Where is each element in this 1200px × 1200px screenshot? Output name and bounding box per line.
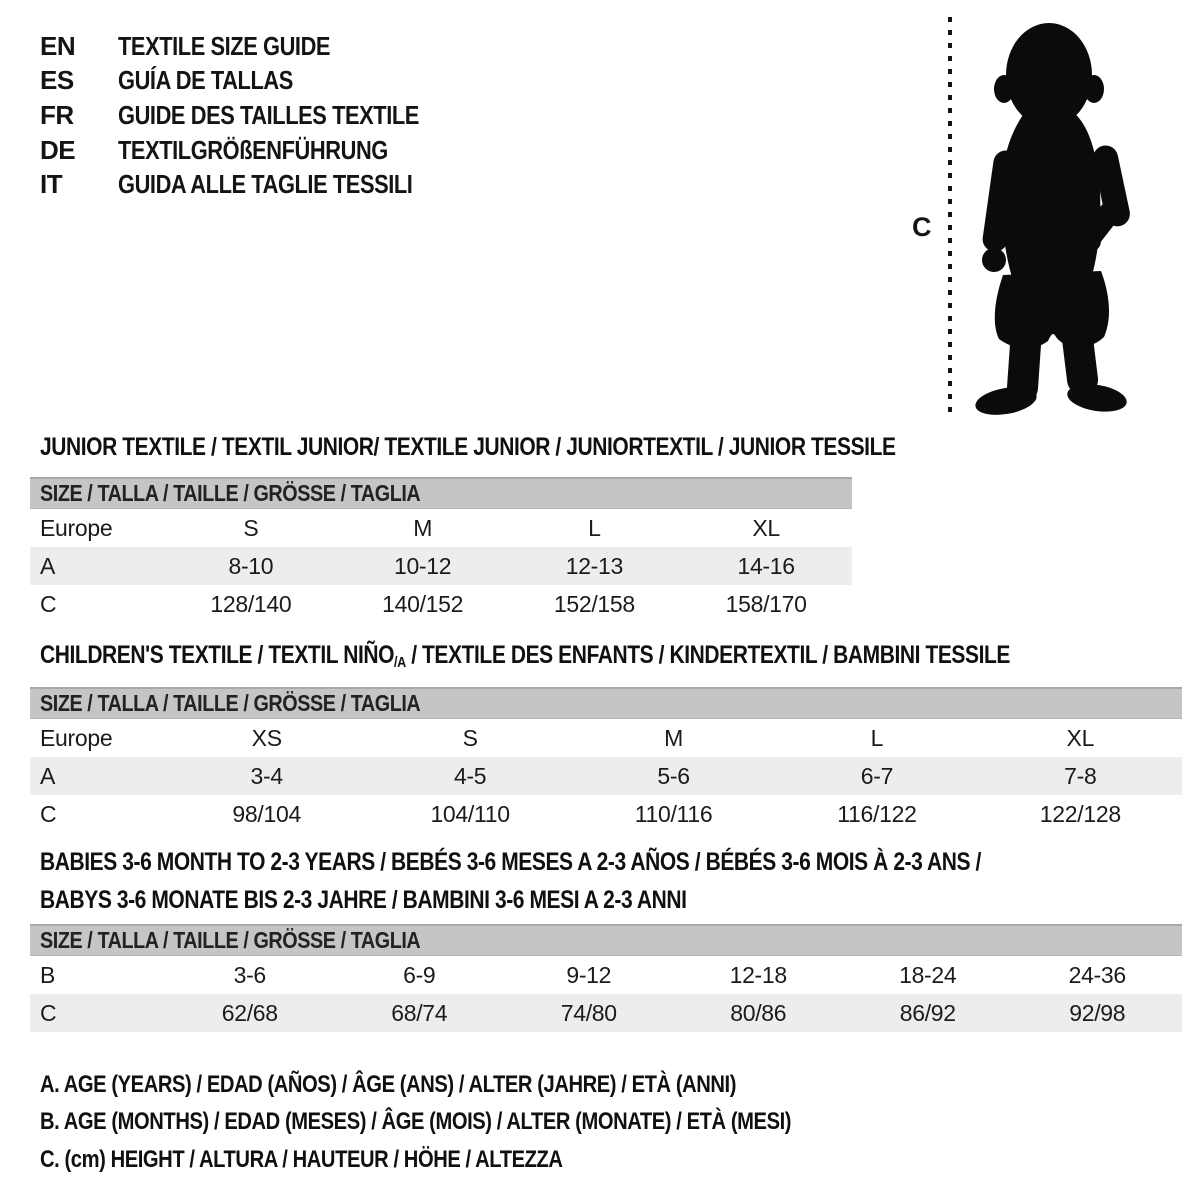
value-cell: 98/104 [232, 800, 301, 827]
size-cell: M [664, 724, 683, 751]
row-label-cell: Europe [40, 514, 113, 541]
children-title-subscript: /A [394, 654, 406, 671]
size-cell: XS [251, 724, 282, 751]
children-size-table: SIZE / TALLA / TAILLE / GRÖSSE / TAGLIA … [30, 687, 1182, 833]
guide-title: GUIDA ALLE TAGLIE TESSILI [118, 169, 413, 200]
value-cell: 18-24 [899, 961, 957, 988]
babies-title-line1: BABIES 3-6 MONTH TO 2-3 YEARS / BEBÉS 3-… [40, 848, 981, 876]
size-cell: L [870, 724, 884, 751]
babies-title-line2: BABYS 3-6 MONATE BIS 2-3 JAHRE / BAMBINI… [40, 886, 687, 914]
guide-title: TEXTILE SIZE GUIDE [118, 30, 331, 61]
size-cell: XL [1066, 724, 1095, 751]
language-item: IT GUIDA ALLE TAGLIE TESSILI [40, 167, 476, 202]
row-label-cell: B [40, 961, 56, 988]
language-list: EN TEXTILE SIZE GUIDE ES GUÍA DE TALLAS … [40, 29, 476, 202]
language-code: ES [40, 65, 74, 96]
row-label-cell: A [40, 762, 56, 789]
row-label-cell: C [40, 590, 57, 617]
value-cell: 6-9 [403, 961, 436, 988]
value-cell: 5-6 [657, 762, 690, 789]
value-cell: 14-16 [737, 552, 795, 579]
value-cell: 80/86 [730, 999, 787, 1026]
value-cell: 12-13 [565, 552, 624, 579]
row-label-cell: A [40, 552, 56, 579]
size-cell: S [243, 514, 259, 541]
size-cell: S [462, 724, 478, 751]
table-row-sizes: Europe XS S M L XL [30, 719, 1182, 757]
value-cell: 68/74 [391, 999, 448, 1026]
table-row-height: C 98/104 104/110 110/116 116/122 122/128 [30, 795, 1182, 833]
value-cell: 62/68 [221, 999, 278, 1026]
language-code: EN [40, 30, 76, 61]
value-cell: 6-7 [860, 762, 894, 789]
babies-size-table: SIZE / TALLA / TAILLE / GRÖSSE / TAGLIA … [30, 924, 1182, 1032]
value-cell: 10-12 [393, 552, 452, 579]
language-code: FR [40, 99, 74, 130]
toddler-silhouette [975, 23, 1130, 415]
row-label-cell: Europe [40, 724, 113, 751]
legend-line: B. AGE (MONTHS) / EDAD (MESES) / ÂGE (MO… [40, 1104, 934, 1142]
height-measure-dashed-line [948, 17, 952, 416]
value-cell: 3-6 [233, 961, 267, 988]
babies-section-title: BABIES 3-6 MONTH TO 2-3 YEARS / BEBÉS 3-… [40, 843, 981, 919]
value-cell: 12-18 [729, 961, 788, 988]
legend-age-months: B. AGE (MONTHS) / EDAD (MESES) / ÂGE (MO… [40, 1108, 792, 1136]
value-cell: 122/128 [1039, 800, 1121, 827]
value-cell: 8-10 [228, 552, 274, 579]
legend: A. AGE (YEARS) / EDAD (AÑOS) / ÂGE (ANS)… [40, 1066, 934, 1179]
legend-line: C. (cm) HEIGHT / ALTURA / HAUTEUR / HÖHE… [40, 1141, 934, 1179]
size-cell: L [588, 514, 601, 541]
table-row-months: B 3-6 6-9 9-12 12-18 18-24 24-36 [30, 956, 1182, 994]
value-cell: 9-12 [566, 961, 612, 988]
junior-size-table: SIZE / TALLA / TAILLE / GRÖSSE / TAGLIA … [30, 477, 852, 623]
table-row-age: A 8-10 10-12 12-13 14-16 [30, 547, 852, 585]
children-title-part1: CHILDREN'S TEXTILE / TEXTIL NIÑO [40, 641, 395, 669]
size-header-text: SIZE / TALLA / TAILLE / GRÖSSE / TAGLIA [40, 927, 421, 953]
height-measure-label: C [912, 212, 932, 242]
legend-line: A. AGE (YEARS) / EDAD (AÑOS) / ÂGE (ANS)… [40, 1066, 934, 1104]
size-header-bar: SIZE / TALLA / TAILLE / GRÖSSE / TAGLIA [30, 477, 852, 509]
language-item: FR GUIDE DES TAILLES TEXTILE [40, 98, 476, 133]
table-row-sizes: Europe S M L XL [30, 509, 852, 547]
guide-title: GUIDE DES TAILLES TEXTILE [118, 99, 419, 130]
value-cell: 7-8 [1064, 762, 1097, 789]
value-cell: 4-5 [453, 762, 487, 789]
guide-title: TEXTILGRÖßENFÜHRUNG [118, 134, 388, 165]
guide-title: GUÍA DE TALLAS [118, 65, 293, 96]
value-cell: 92/98 [1069, 999, 1126, 1026]
language-code: DE [40, 134, 76, 165]
value-cell: 3-4 [250, 762, 284, 789]
size-header-bar: SIZE / TALLA / TAILLE / GRÖSSE / TAGLIA [30, 687, 1182, 719]
value-cell: 86/92 [899, 999, 956, 1026]
value-cell: 74/80 [560, 999, 617, 1026]
value-cell: 152/158 [553, 590, 635, 617]
language-item: DE TEXTILGRÖßENFÜHRUNG [40, 133, 476, 168]
size-header-text: SIZE / TALLA / TAILLE / GRÖSSE / TAGLIA [40, 480, 421, 506]
legend-height: C. (cm) HEIGHT / ALTURA / HAUTEUR / HÖHE… [40, 1145, 563, 1173]
table-row-age: A 3-4 4-5 5-6 6-7 7-8 [30, 757, 1182, 795]
table-row-height: C 128/140 140/152 152/158 158/170 [30, 585, 852, 623]
value-cell: 116/122 [837, 800, 917, 827]
row-label-cell: C [40, 999, 57, 1026]
language-item: EN TEXTILE SIZE GUIDE [40, 29, 476, 64]
children-section-title: CHILDREN'S TEXTILE / TEXTIL NIÑO/A / TEX… [40, 641, 1011, 671]
value-cell: 104/110 [430, 800, 510, 827]
value-cell: 24-36 [1068, 961, 1127, 988]
size-header-text: SIZE / TALLA / TAILLE / GRÖSSE / TAGLIA [40, 690, 421, 716]
children-title-part2: / TEXTILE DES ENFANTS / KINDERTEXTIL / B… [405, 641, 1011, 669]
legend-age-years: A. AGE (YEARS) / EDAD (AÑOS) / ÂGE (ANS)… [40, 1070, 737, 1098]
table-row-height: C 62/68 68/74 74/80 80/86 86/92 92/98 [30, 994, 1182, 1032]
size-cell: M [413, 514, 433, 541]
value-cell: 128/140 [210, 590, 292, 617]
junior-section-title: JUNIOR TEXTILE / TEXTIL JUNIOR/ TEXTILE … [40, 433, 896, 461]
row-label-cell: C [40, 800, 57, 827]
language-code: IT [40, 169, 63, 200]
language-item: ES GUÍA DE TALLAS [40, 64, 476, 99]
size-header-bar: SIZE / TALLA / TAILLE / GRÖSSE / TAGLIA [30, 924, 1182, 956]
value-cell: 158/170 [725, 590, 807, 617]
size-cell: XL [752, 514, 780, 541]
value-cell: 110/116 [634, 800, 713, 827]
value-cell: 140/152 [382, 590, 464, 617]
